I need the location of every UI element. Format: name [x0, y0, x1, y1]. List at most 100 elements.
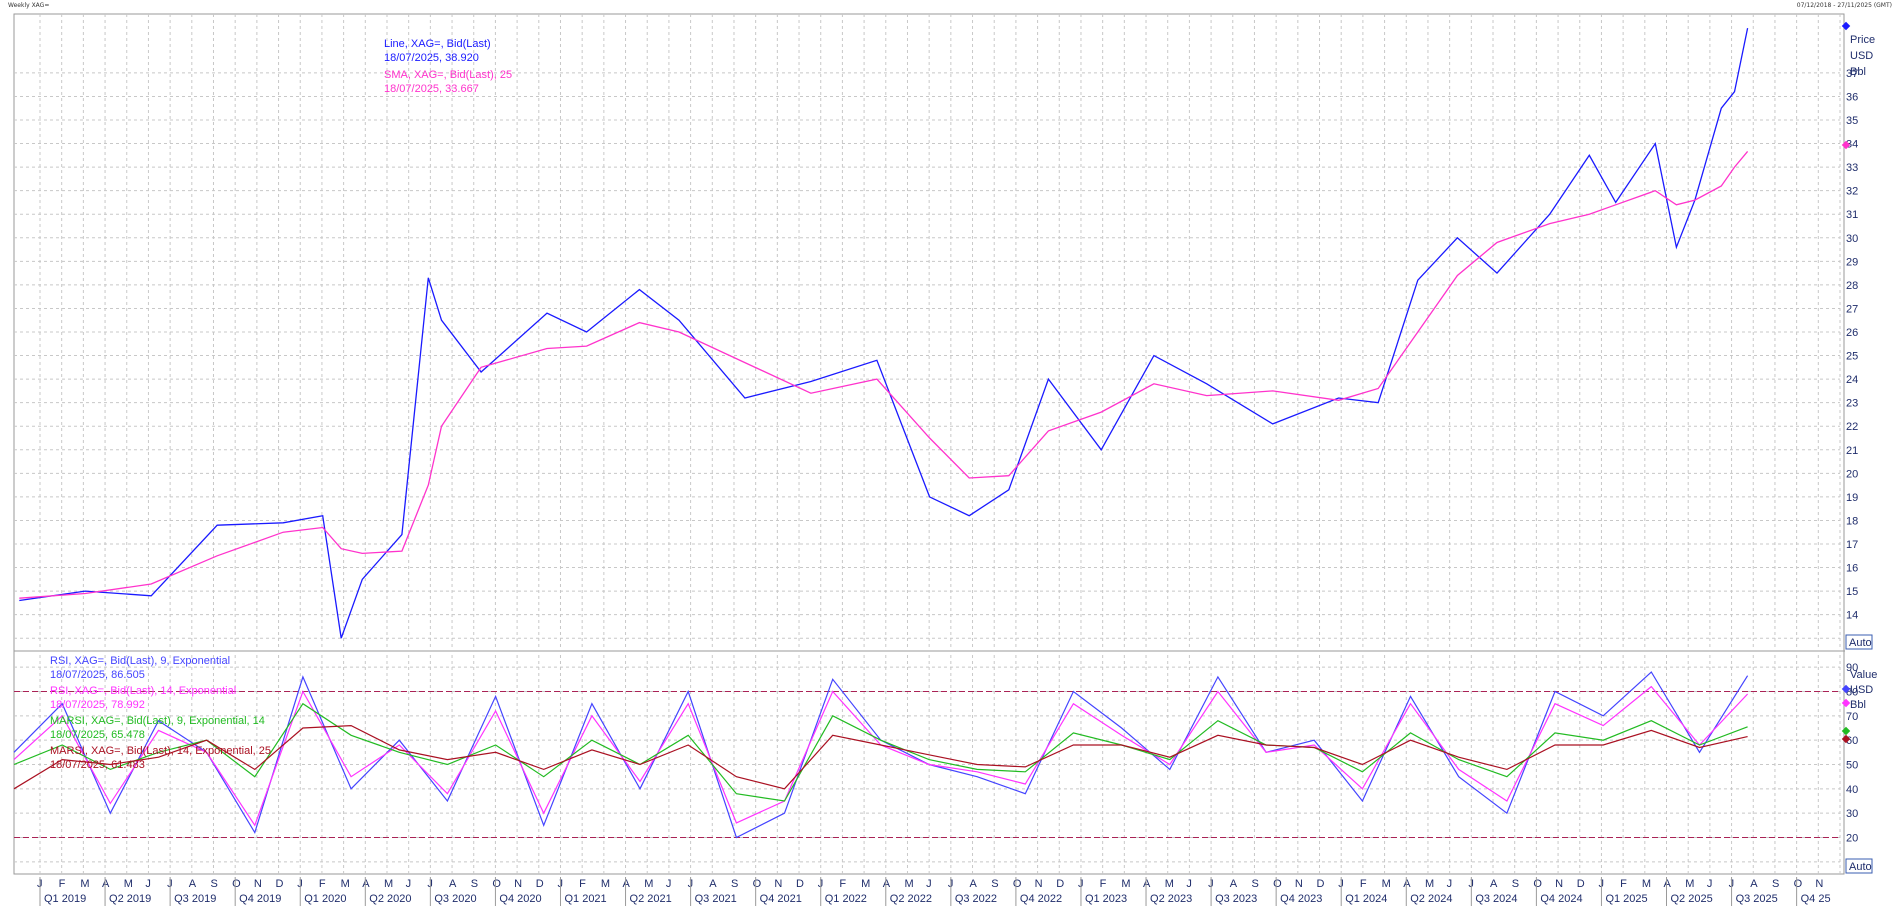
- lower-last-value-markers: [1841, 684, 1851, 744]
- quarter-tick-label: Q1 2025: [1605, 893, 1647, 905]
- upper-grid: [14, 14, 1845, 652]
- month-tick-label: A: [362, 878, 370, 890]
- lower-axis-title-1: Value: [1850, 669, 1877, 681]
- month-tick-label: M: [384, 878, 393, 890]
- month-tick-label: N: [1295, 878, 1303, 890]
- lower-y-tick-label: 70: [1846, 711, 1858, 723]
- lower-legend-line1: RSI, XAG=, Bid(Last), 9, Exponential: [50, 655, 230, 667]
- month-tick-label: A: [709, 878, 717, 890]
- upper-y-tick-label: 21: [1846, 445, 1858, 457]
- month-tick-label: A: [970, 878, 978, 890]
- upper-axis-title-1: Price: [1850, 34, 1875, 46]
- quarter-tick-label: Q3 2023: [1215, 893, 1257, 905]
- month-tick-label: M: [1642, 878, 1651, 890]
- quarter-tick-label: Q2 2024: [1410, 893, 1452, 905]
- marsi14-last-marker: [1841, 734, 1851, 744]
- month-tick-label: N: [774, 878, 782, 890]
- upper-y-ticks: 1314151617181920212223242526272829303132…: [1846, 68, 1858, 645]
- month-tick-label: J: [406, 878, 412, 890]
- month-tick-label: M: [1425, 878, 1434, 890]
- price-line-series: [19, 27, 1749, 639]
- lower-series: [13, 671, 1749, 839]
- lower-legend-line2: 18/07/2025, 86.505: [50, 669, 145, 681]
- upper-y-tick-label: 20: [1846, 468, 1858, 480]
- upper-y-tick-label: 26: [1846, 327, 1858, 339]
- quarter-tick-label: Q2 2021: [630, 893, 672, 905]
- month-tick-label: S: [1512, 878, 1519, 890]
- lower-y-tick-label: 30: [1846, 808, 1858, 820]
- quarter-tick-label: Q1 2021: [564, 893, 606, 905]
- quarter-tick-label: Q2 2022: [890, 893, 932, 905]
- quarter-tick-label: Q2 2023: [1150, 893, 1192, 905]
- month-tick-label: M: [341, 878, 350, 890]
- month-tick-label: A: [1403, 878, 1411, 890]
- lower-auto-button[interactable]: Auto: [1845, 858, 1873, 874]
- month-tick-label: J: [1707, 878, 1713, 890]
- month-tick-label: A: [449, 878, 457, 890]
- upper-y-tick-label: 19: [1846, 492, 1858, 504]
- month-tick-label: J: [1447, 878, 1453, 890]
- marsi14-line-series: [13, 724, 1748, 790]
- month-tick-label: A: [1664, 878, 1672, 890]
- month-tick-label: F: [1620, 878, 1627, 890]
- month-tick-label: F: [1360, 878, 1367, 890]
- month-tick-label: D: [1056, 878, 1064, 890]
- month-tick-label: A: [1230, 878, 1238, 890]
- month-tick-label: A: [1143, 878, 1151, 890]
- quarter-tick-label: Q1 2022: [825, 893, 867, 905]
- upper-y-tick-label: 29: [1846, 256, 1858, 268]
- upper-y-tick-label: 33: [1846, 162, 1858, 174]
- sma-line-series: [19, 150, 1749, 599]
- upper-y-tick-label: 14: [1846, 610, 1858, 622]
- month-tick-label: A: [1750, 878, 1758, 890]
- lower-legend-line3: RSI, XAG=, Bid(Last), 14, Exponential: [50, 685, 236, 697]
- upper-y-tick-label: 32: [1846, 186, 1858, 198]
- upper-auto-button[interactable]: Auto: [1845, 634, 1873, 650]
- quarter-tick-label: Q3 2021: [695, 893, 737, 905]
- upper-y-tick-label: 37: [1846, 68, 1858, 80]
- quarter-tick-label: Q2 2025: [1671, 893, 1713, 905]
- month-tick-label: D: [796, 878, 804, 890]
- lower-legend-line4: 18/07/2025, 78.992: [50, 699, 145, 711]
- month-tick-label: N: [254, 878, 262, 890]
- quarter-tick-label: Q4 2019: [239, 893, 281, 905]
- marsi9-line-series: [13, 702, 1748, 802]
- month-tick-label: S: [1251, 878, 1258, 890]
- upper-y-tick-label: 36: [1846, 91, 1858, 103]
- upper-y-tick-label: 34: [1846, 139, 1858, 151]
- month-tick-label: M: [601, 878, 610, 890]
- month-tick-label: J: [926, 878, 932, 890]
- lower-legend-line7: MARSI, XAG=, Bid(Last), 14, Exponential,…: [50, 745, 271, 757]
- month-tick-label: M: [80, 878, 89, 890]
- month-tick-label: S: [731, 878, 738, 890]
- upper-series: [19, 27, 1749, 639]
- quarter-tick-label: Q4 2023: [1280, 893, 1322, 905]
- month-tick-label: M: [861, 878, 870, 890]
- upper-y-tick-label: 15: [1846, 586, 1858, 598]
- month-tick-label: N: [1815, 878, 1823, 890]
- quarter-tick-label: Q1 2024: [1345, 893, 1387, 905]
- month-tick-label: N: [1035, 878, 1043, 890]
- quarter-tick-label: Q4 2020: [499, 893, 541, 905]
- quarter-tick-label: Q1 2023: [1085, 893, 1127, 905]
- quarter-tick-label: Q4 2024: [1540, 893, 1582, 905]
- month-tick-label: F: [319, 878, 326, 890]
- month-tick-label: S: [991, 878, 998, 890]
- upper-y-tick-label: 22: [1846, 421, 1858, 433]
- upper-y-tick-label: 24: [1846, 374, 1858, 386]
- month-tick-label: N: [1555, 878, 1563, 890]
- window-date-range: 07/12/2018 - 27/11/2025 (GMT): [1796, 2, 1892, 9]
- quarter-tick-label: Q2 2019: [109, 893, 151, 905]
- month-tick-label: D: [276, 878, 284, 890]
- month-tick-label: S: [210, 878, 217, 890]
- quarter-tick-label: Q1 2019: [44, 893, 86, 905]
- upper-y-tick-label: 18: [1846, 515, 1858, 527]
- month-tick-label: S: [471, 878, 478, 890]
- upper-legend-line3: SMA, XAG=, Bid(Last), 25: [384, 69, 512, 81]
- upper-legend-line2: 18/07/2025, 38.920: [384, 52, 479, 64]
- month-tick-label: M: [1165, 878, 1174, 890]
- quarter-tick-label: Q3 2019: [174, 893, 216, 905]
- month-tick-label: J: [145, 878, 151, 890]
- month-tick-label: F: [1100, 878, 1107, 890]
